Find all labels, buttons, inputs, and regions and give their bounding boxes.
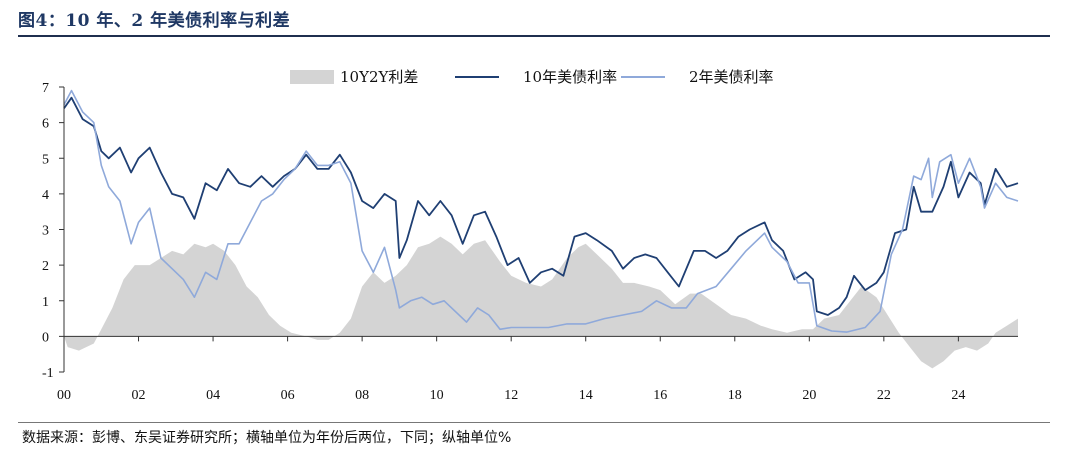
x-tick-label: 04	[206, 388, 220, 403]
x-tick-label: 14	[579, 388, 593, 403]
x-tick-label: 16	[653, 388, 667, 403]
spread-area	[64, 236, 1018, 369]
y-tick-label: 0	[42, 330, 49, 345]
x-tick-label: 24	[951, 388, 965, 403]
x-tick-label: 22	[877, 388, 891, 403]
x-tick-label: 08	[355, 388, 369, 403]
chart-title: 图4：10 年、2 年美债利率与利差	[18, 11, 291, 31]
two-year-yield-line	[63, 89, 1019, 333]
y-tick-label: 2	[42, 259, 49, 274]
x-tick-label: 06	[281, 388, 295, 403]
x-tick-label: 18	[728, 388, 742, 403]
bottom-rule	[18, 422, 1050, 423]
source-note: 数据来源：彭博、东吴证券研究所；横轴单位为年份后两位，下同；纵轴单位%	[22, 430, 512, 446]
legend-item-spread: 10Y2Y利差	[290, 68, 418, 86]
y-tick-label: 4	[42, 188, 49, 203]
x-tick-label: 00	[57, 388, 71, 403]
y-tick-label: 1	[42, 295, 49, 310]
legend-item-ten-year: 10年美债利率	[455, 68, 617, 86]
x-tick-label: 10	[430, 388, 444, 403]
y-tick-label: 6	[42, 117, 49, 132]
series-lines-layer	[63, 89, 1019, 333]
y-tick-label: -1	[42, 366, 54, 381]
legend: 10Y2Y利差 10年美债利率 2年美债利率	[290, 68, 774, 86]
x-tick-label: 02	[132, 388, 146, 403]
legend-label: 10Y2Y利差	[340, 68, 418, 86]
ten-year-yield-line	[63, 96, 1019, 316]
top-rule	[18, 35, 1050, 37]
legend-item-two-year: 2年美债利率	[621, 68, 774, 86]
x-tick-label: 12	[504, 388, 518, 403]
y-tick-label: 7	[42, 81, 49, 96]
x-tick-label: 20	[802, 388, 816, 403]
legend-label: 2年美债利率	[689, 68, 774, 86]
y-tick-label: 5	[42, 152, 49, 167]
legend-swatch	[290, 70, 334, 84]
y-tick-label: 3	[42, 224, 49, 239]
spread-area-layer	[64, 236, 1018, 369]
legend-label: 10年美债利率	[523, 68, 617, 86]
